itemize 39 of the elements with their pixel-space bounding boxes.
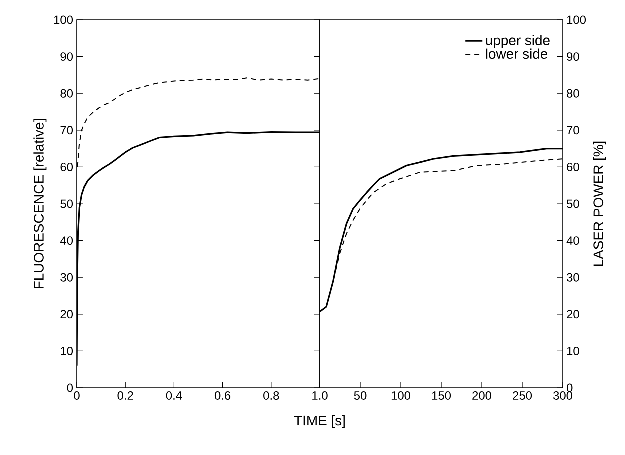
x-tick-label: 250 — [513, 392, 532, 400]
x-tick-label: 0.4 — [166, 392, 182, 400]
y-tick-label: 0 — [67, 384, 74, 392]
y-tick-label: 70 — [60, 126, 74, 135]
y-tick-label: 100 — [54, 16, 74, 24]
y2-tick-label: 60 — [567, 162, 580, 172]
y2-tick-label: 0 — [566, 384, 573, 392]
legend-label: upper side — [486, 35, 550, 48]
y-tick-label: 60 — [60, 162, 74, 172]
x-tick-label: 0 — [74, 392, 80, 400]
x-tick-label: 50 — [354, 392, 367, 400]
y-tick-label: 40 — [60, 236, 74, 246]
y-axis-title: FLUORESCENCE [relative] — [34, 119, 47, 288]
x-tick-label: 200 — [472, 392, 492, 400]
legend-label: lower side — [486, 48, 548, 60]
x-tick-label: 150 — [432, 392, 452, 400]
y2-tick-label: 100 — [567, 16, 586, 24]
x-tick-label: 300 — [553, 392, 573, 400]
y2-tick-label: 10 — [567, 346, 580, 356]
x-tick-label: 100 — [392, 392, 411, 400]
y2-tick-label: 40 — [566, 236, 580, 246]
x-axis-title: TIME [s] — [294, 415, 345, 428]
y-tick-label: 50 — [60, 200, 74, 208]
x-tick-label: 1.0 — [312, 392, 328, 400]
x-tick-label: 0.6 — [214, 392, 231, 400]
y2-tick-label: 80 — [567, 89, 580, 98]
y2-axis-title: LASER POWER [%] — [593, 142, 606, 266]
y-tick-label: 20 — [60, 310, 74, 319]
y2-tick-label: 70 — [567, 126, 580, 135]
y-tick-label: 90 — [60, 52, 74, 62]
y-tick-label: 80 — [60, 89, 74, 98]
y2-tick-label: 90 — [567, 52, 580, 62]
x-tick-label: 0.2 — [118, 392, 134, 400]
y-tick-label: 30 — [60, 273, 74, 282]
y2-tick-label: 20 — [567, 310, 580, 319]
y2-tick-label: 30 — [566, 273, 580, 282]
y2-tick-label: 50 — [567, 200, 580, 208]
x-tick-label: 0.8 — [264, 392, 280, 400]
y-tick-label: 10 — [61, 346, 74, 356]
